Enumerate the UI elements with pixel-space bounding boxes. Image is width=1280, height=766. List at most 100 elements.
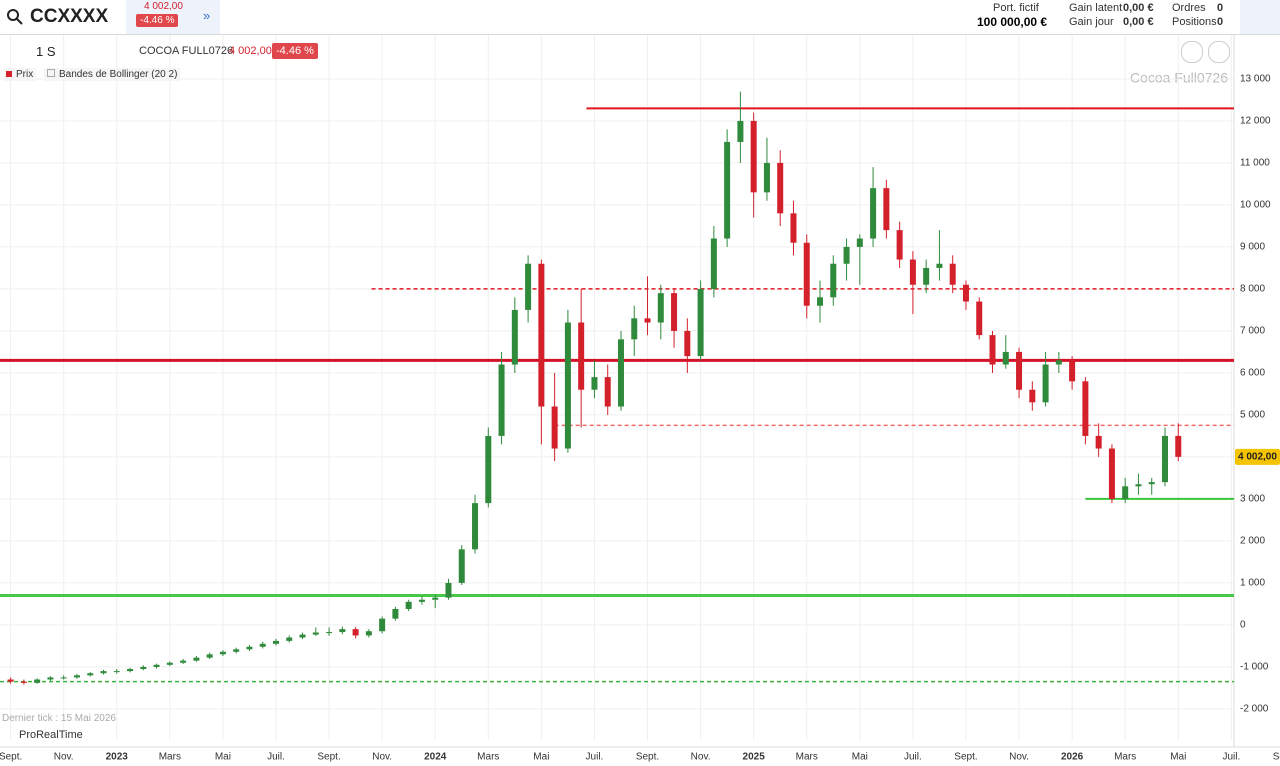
candle-body — [976, 301, 983, 336]
candle-body — [47, 677, 54, 680]
x-tick-label: 2025 — [743, 752, 766, 763]
y-tick-label: 5 000 — [1240, 410, 1265, 421]
candle-body — [34, 679, 41, 683]
x-tick-label: 2023 — [106, 752, 129, 763]
last-price-label: 4 002,00 — [1238, 451, 1277, 462]
candle-body — [1135, 484, 1142, 487]
candle-body — [1016, 351, 1023, 390]
candle-body — [617, 339, 624, 407]
candle-body — [949, 263, 956, 285]
watermark-title: Cocoa Full0726 — [1130, 70, 1228, 86]
candle-body — [153, 664, 160, 667]
candle-body — [631, 318, 638, 340]
candle-body — [936, 263, 943, 268]
candle-body — [246, 646, 253, 650]
candle-body — [73, 675, 80, 678]
x-tick-label: Juil. — [1222, 752, 1240, 763]
y-tick-label: -1 000 — [1240, 662, 1269, 673]
legend-price[interactable]: Prix — [3, 68, 37, 81]
candle-body — [312, 632, 319, 635]
x-tick-label: Mai — [852, 752, 868, 763]
candle-body — [127, 669, 134, 672]
x-tick-label: Juil. — [267, 752, 285, 763]
candle-body — [472, 503, 479, 550]
x-tick-label: Juil. — [586, 752, 604, 763]
candle-body — [458, 549, 465, 583]
label: Gain latent — [1069, 2, 1123, 14]
value: 0,00 € — [1123, 2, 1154, 14]
header: CCXXXX 4 002,00 -4.46 % » Port. fictif 1… — [0, 0, 1280, 35]
x-tick-label: Mai — [533, 752, 549, 763]
candle-body — [299, 634, 306, 638]
x-tick-label: 2026 — [1061, 752, 1084, 763]
candle-body — [7, 679, 14, 682]
x-tick-label: Juil. — [904, 752, 922, 763]
candle-body — [379, 618, 386, 632]
candle-body — [830, 263, 837, 298]
candle-body — [485, 435, 492, 504]
candle-body — [100, 671, 107, 674]
symbol[interactable]: CCXXXX — [30, 6, 109, 27]
candle-body — [140, 666, 147, 670]
value: 100 000,00 € — [977, 15, 1048, 29]
candle-body — [1002, 351, 1009, 365]
candle-body — [259, 643, 266, 647]
candle-body — [1095, 435, 1102, 449]
candle-body — [591, 377, 598, 390]
window-button[interactable] — [1208, 41, 1230, 63]
y-tick-label: 7 000 — [1240, 326, 1265, 337]
x-tick-label: Nov. — [1009, 752, 1029, 763]
x-tick-label: Sept. — [1273, 752, 1280, 763]
x-tick-label: Nov. — [691, 752, 711, 763]
x-tick-label: Mars — [796, 752, 818, 763]
candle-body — [737, 120, 744, 142]
y-tick-label: -2 000 — [1240, 704, 1269, 715]
x-tick-label: Mai — [215, 752, 231, 763]
chart-button[interactable] — [1240, 0, 1280, 34]
brand: ProRealTime — [19, 729, 83, 741]
search-icon[interactable] — [6, 8, 24, 26]
x-tick-label: Sept. — [954, 752, 977, 763]
candle-body — [219, 651, 226, 655]
candle-body — [923, 267, 930, 285]
candle-body — [724, 141, 731, 239]
legend-text: Prix — [16, 69, 34, 80]
legend-indicator[interactable]: Bandes de Bollinger (20 2) — [44, 68, 181, 81]
candle-body — [564, 322, 571, 449]
change: -4.46 % — [272, 43, 318, 59]
expand[interactable]: » — [203, 8, 211, 23]
candle-body — [644, 318, 651, 323]
candle-body — [233, 649, 240, 652]
candle-body — [445, 582, 452, 598]
candle-body — [763, 162, 770, 193]
candle-body — [1069, 360, 1076, 382]
candle-body — [511, 309, 518, 365]
candle-body — [1122, 486, 1129, 499]
value: 0,00 € — [1123, 16, 1154, 28]
candle-body — [671, 293, 678, 331]
candle-body — [1029, 389, 1036, 403]
candle-body — [498, 364, 505, 436]
candle-body — [777, 162, 784, 214]
candle-body — [1148, 482, 1155, 485]
candle-body — [578, 322, 585, 390]
candle-body — [392, 608, 399, 619]
period-select[interactable]: 1 S — [36, 44, 56, 59]
y-tick-label: 3 000 — [1240, 494, 1265, 505]
instrument: COCOA FULL0726 — [139, 45, 234, 57]
price: 4 002,00 — [144, 1, 183, 12]
label: Ordres — [1172, 2, 1206, 14]
candle-body — [962, 284, 969, 302]
x-tick-label: Mars — [477, 752, 499, 763]
x-tick-label: Sept. — [0, 752, 22, 763]
candle-body — [710, 238, 717, 289]
candle-body — [684, 330, 691, 357]
candle-body — [326, 632, 333, 634]
candle-body — [339, 629, 346, 633]
y-tick-label: 12 000 — [1240, 116, 1271, 127]
tool-button[interactable] — [1181, 41, 1203, 63]
candle-body — [989, 335, 996, 365]
candle-body — [365, 631, 372, 636]
candle-body — [843, 246, 850, 264]
